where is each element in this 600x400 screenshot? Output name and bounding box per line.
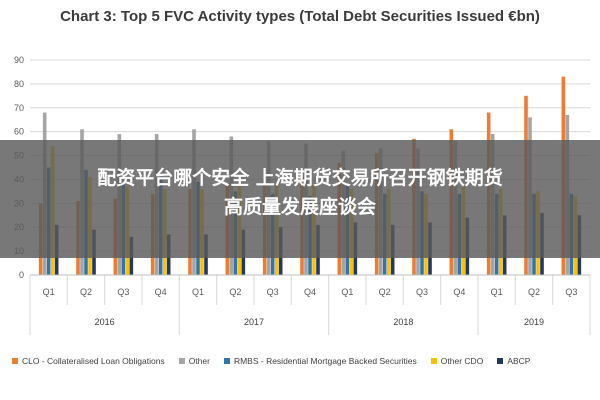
overlay-banner[interactable]: 配资平台哪个安全 上海期货交易所召开钢铁期货 高质量发展座谈会 — [0, 140, 600, 258]
x-axis-labels: Q1 Q2 Q3 Q4 Q1 Q2 Q3 Q4 Q1 Q2 Q3 Q4 Q1 Q2 Q3 2016 2017 20… — [29, 274, 591, 335]
legend-label: ABCP — [507, 356, 531, 366]
x-category-label: Q1 — [491, 287, 503, 297]
legend-label: Other — [188, 356, 210, 366]
legend-item: CLO - Collateralised Loan Obligations — [12, 356, 165, 366]
legend-label: Other CDO — [440, 356, 484, 366]
x-category-label: Q3 — [565, 287, 577, 297]
overlay-line-1: 配资平台哪个安全 上海期货交易所召开钢铁期货 — [97, 167, 503, 189]
x-category-label: Q2 — [229, 287, 241, 297]
x-category-label: Q1 — [192, 287, 204, 297]
x-group-label: 2016 — [95, 317, 115, 327]
legend-swatch — [430, 358, 437, 364]
x-category-label: Q4 — [155, 287, 167, 297]
y-tick-label: 70 — [14, 103, 24, 113]
y-tick-label: 60 — [14, 127, 24, 137]
overlay-headline[interactable]: 配资平台哪个安全 上海期货交易所召开钢铁期货 高质量发展座谈会 — [0, 164, 600, 222]
legend-label: CLO - Collateralised Loan Obligations — [22, 356, 165, 366]
x-category-label: Q1 — [341, 287, 353, 297]
y-tick-label: 0 — [19, 270, 24, 280]
legend: CLO - Collateralised Loan Obligations Oth… — [12, 356, 592, 366]
legend-swatch — [178, 358, 185, 364]
x-group-label: 2019 — [524, 317, 544, 327]
x-category-label: Q3 — [267, 287, 279, 297]
x-category-label: Q4 — [304, 287, 316, 297]
x-category-label: Q1 — [43, 287, 55, 297]
x-category-label: Q2 — [80, 287, 92, 297]
y-tick-label: 80 — [14, 79, 24, 89]
x-category-label: Q3 — [117, 287, 129, 297]
legend-label: RMBS - Residential Mortgage Backed Secur… — [233, 356, 417, 366]
legend-item: ABCP — [497, 356, 530, 366]
chart-title: Chart 3: Top 5 FVC Activity types (Total… — [60, 8, 540, 25]
legend-swatch — [12, 358, 18, 364]
legend-item: RMBS - Residential Mortgage Backed Secur… — [223, 356, 417, 366]
y-tick-label: 90 — [14, 55, 24, 65]
x-group-label: 2018 — [393, 317, 413, 327]
legend-item: Other CDO — [430, 356, 484, 366]
x-category-label: Q4 — [453, 287, 465, 297]
x-category-label: Q2 — [528, 287, 540, 297]
x-category-label: Q3 — [416, 287, 428, 297]
legend-swatch — [497, 358, 504, 364]
overlay-line-2: 高质量发展座谈会 — [223, 196, 376, 218]
x-category-label: Q2 — [379, 287, 391, 297]
legend-swatch — [223, 358, 230, 364]
x-group-label: 2017 — [244, 317, 264, 327]
legend-item: Other — [178, 356, 210, 366]
